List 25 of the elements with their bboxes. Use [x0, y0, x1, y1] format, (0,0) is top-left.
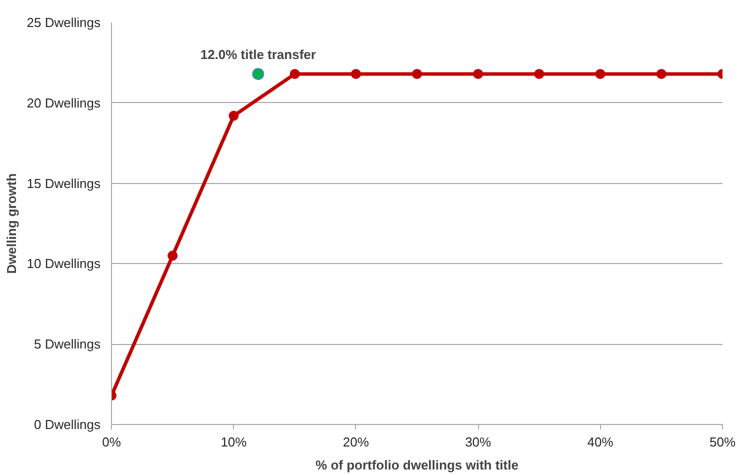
point	[350, 68, 361, 79]
y-tick-label: 10 Dwellings	[26, 256, 101, 272]
point	[290, 68, 300, 79]
y-tick-label: 5 Dwellings	[34, 336, 101, 352]
point	[534, 68, 544, 79]
point	[595, 68, 606, 79]
y-tick-label: 0 Dwellings	[34, 417, 101, 432]
x-tick-label: 0%	[102, 434, 122, 450]
x-tick-label: 40%	[587, 434, 614, 450]
point	[228, 110, 239, 121]
point	[252, 68, 264, 80]
point	[473, 68, 484, 79]
y-axis-title: Dwelling growth	[4, 173, 19, 274]
x-tick-label: 30%	[465, 434, 492, 450]
x-axis-title: % of portfolio dwellings with title	[316, 458, 518, 472]
point	[656, 68, 666, 79]
y-tick-label: 25 Dwellings	[26, 15, 101, 30]
x-tick-label: 10%	[220, 434, 248, 450]
point	[168, 250, 178, 261]
annotation: 12.0% title transfer	[200, 46, 316, 62]
x-tick-label: 20%	[342, 434, 370, 450]
y-tick-label: 15 Dwellings	[26, 176, 101, 191]
point	[412, 68, 422, 79]
x-tick-label: 50%	[709, 434, 736, 450]
y-tick-label: 20 Dwellings	[26, 95, 101, 110]
